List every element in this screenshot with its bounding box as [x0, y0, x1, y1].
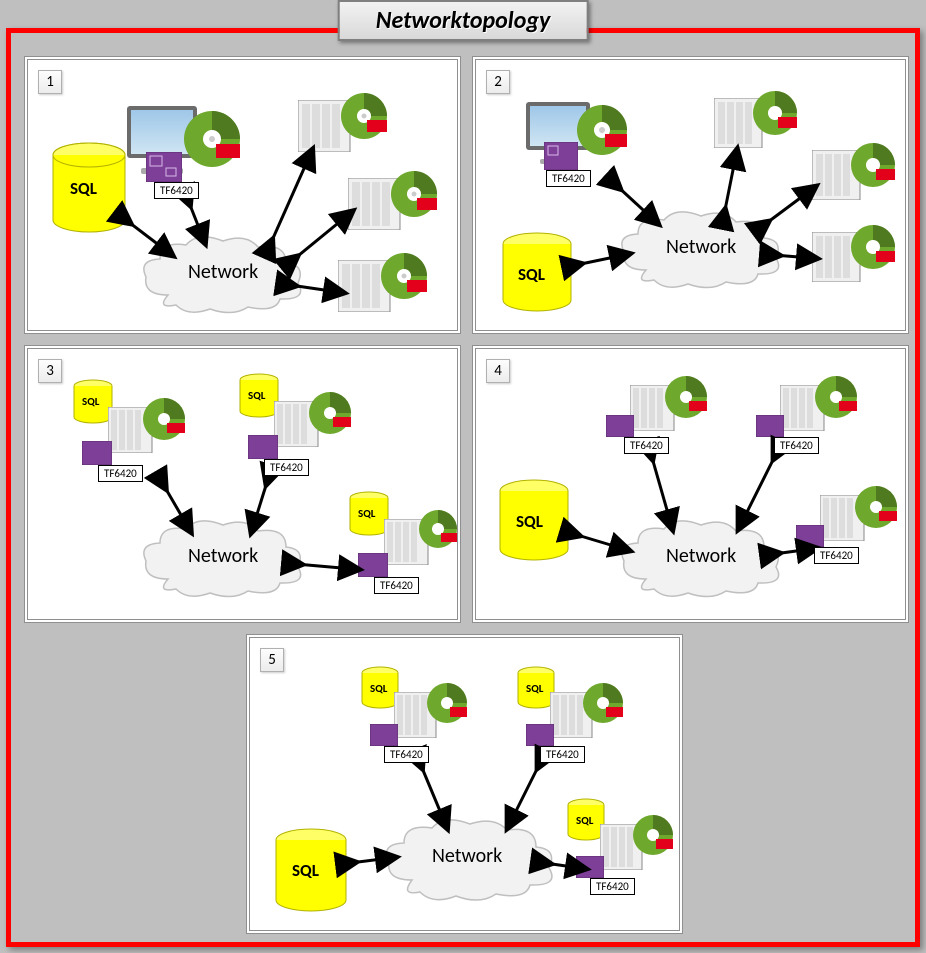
- tf-label: TF6420: [374, 577, 419, 594]
- panel-1: 1 Network SQL TF6420: [24, 56, 461, 334]
- cd-icon: [582, 682, 624, 724]
- panel-4-number: 4: [486, 359, 510, 383]
- cd-icon: [142, 397, 186, 441]
- software-chip-icon: [756, 415, 784, 437]
- diagram-root: Networktopology 1 Network SQL: [0, 0, 926, 953]
- panel-1-number: 1: [38, 70, 62, 94]
- sql-label: SQL: [526, 682, 543, 695]
- sql-label: SQL: [292, 860, 319, 881]
- tf-label: TF6420: [264, 459, 309, 476]
- cd-icon: [854, 485, 898, 529]
- panel-2: 2 Network SQL TF6420: [472, 56, 909, 334]
- panel-3: 3 Network SQL TF6420 SQL TF6420 SQL TF64…: [24, 345, 461, 623]
- panel-5: 5 Network SQL SQL TF6420 SQL TF6420 SQL …: [246, 634, 683, 934]
- tf-label: TF6420: [154, 182, 199, 199]
- software-chip-icon: [526, 724, 554, 746]
- cd-icon: [850, 142, 896, 188]
- software-chip-icon: [82, 441, 112, 465]
- sql-label: SQL: [248, 389, 265, 402]
- cd-icon: [380, 252, 428, 300]
- tf-label: TF6420: [590, 878, 635, 895]
- tf-label: TF6420: [546, 170, 591, 187]
- cd-icon: [308, 391, 352, 435]
- network-label: Network: [188, 260, 258, 284]
- cd-icon: [183, 110, 241, 168]
- software-chip-icon: [606, 415, 634, 437]
- cd-icon: [426, 682, 468, 724]
- sql-label: SQL: [82, 395, 99, 408]
- tf-label: TF6420: [624, 437, 669, 454]
- sql-label: SQL: [516, 511, 543, 532]
- software-chip-icon: [146, 152, 182, 182]
- panel-2-number: 2: [486, 70, 510, 94]
- software-chip-icon: [544, 142, 578, 170]
- panel-4: 4 Network SQL TF6420 TF6420 TF6420: [472, 345, 909, 623]
- tf-label: TF6420: [98, 465, 143, 482]
- sql-label: SQL: [358, 507, 375, 520]
- software-chip-icon: [370, 724, 398, 746]
- network-label: Network: [666, 235, 736, 259]
- sql-label: SQL: [576, 814, 593, 827]
- network-label: Network: [188, 544, 258, 568]
- tf-label: TF6420: [774, 437, 819, 454]
- cd-icon: [418, 509, 458, 549]
- software-chip-icon: [796, 525, 824, 547]
- cd-icon: [576, 104, 628, 156]
- cd-icon: [390, 170, 438, 218]
- tf-label: TF6420: [814, 547, 859, 564]
- sql-label: SQL: [70, 178, 97, 199]
- cd-icon: [850, 224, 896, 270]
- cd-icon: [664, 375, 708, 419]
- network-label: Network: [666, 544, 736, 568]
- software-chip-icon: [358, 553, 388, 577]
- cd-icon: [340, 92, 388, 140]
- tf-label: TF6420: [384, 746, 429, 763]
- software-chip-icon: [248, 435, 278, 459]
- sql-label: SQL: [370, 682, 387, 695]
- network-label: Network: [432, 844, 502, 868]
- cd-icon: [632, 814, 674, 856]
- panel-5-number: 5: [260, 648, 284, 672]
- tf-label: TF6420: [540, 746, 585, 763]
- panel-3-number: 3: [38, 359, 62, 383]
- software-chip-icon: [576, 856, 604, 878]
- diagram-title: Networktopology: [338, 0, 589, 41]
- cd-icon: [814, 375, 858, 419]
- sql-label: SQL: [518, 264, 545, 285]
- cd-icon: [752, 90, 798, 136]
